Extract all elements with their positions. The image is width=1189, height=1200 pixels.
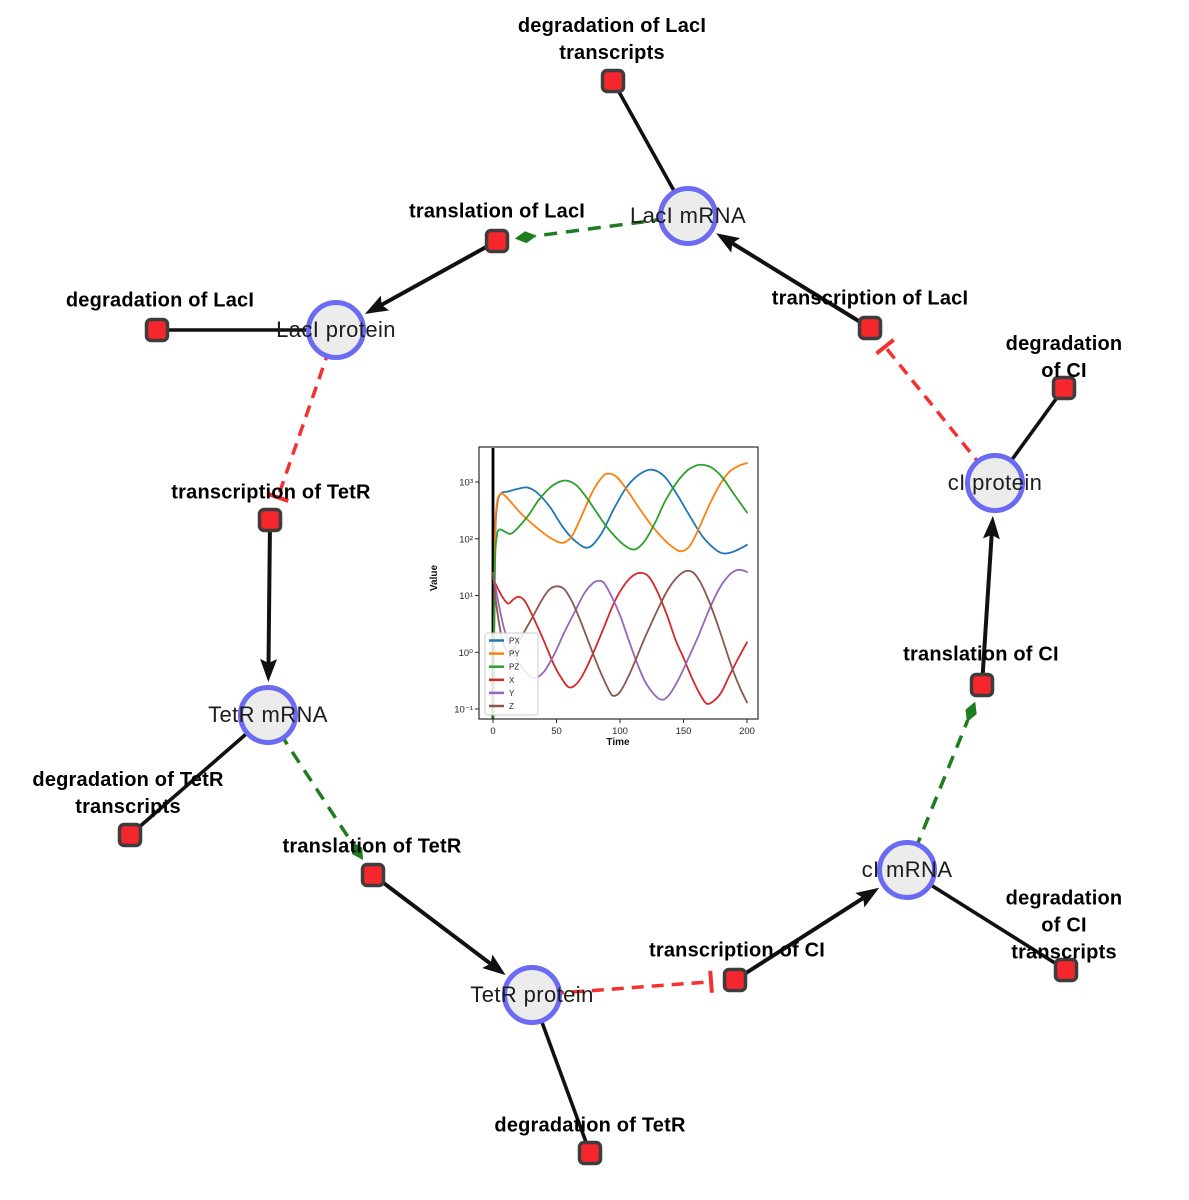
x-tick-label: 0 [490, 726, 495, 737]
x-axis-label: Time [606, 737, 630, 748]
chart-series-x [492, 571, 748, 705]
y-tick-label: 10⁻¹ [454, 705, 473, 716]
reaction-node-deg-tetr [577, 1140, 603, 1166]
y-axis-label: Value [429, 565, 440, 592]
reaction-node-deg-laci [144, 317, 170, 343]
species-node-ci-mrna [877, 840, 937, 900]
species-node-laci-protein [306, 300, 366, 360]
edge-arrow-transcription-laci-laci-mrna [731, 241, 872, 330]
legend-label-z: Z [509, 702, 514, 711]
x-tick-label: 50 [551, 726, 562, 737]
legend-label-y: Y [509, 689, 515, 698]
edge-inhibition-ci-protein-transcription-laci-tbar [875, 338, 895, 356]
edge-arrow-transcription-tetr-tetr-mrna-arrowhead [260, 658, 278, 683]
chart-background [422, 423, 774, 766]
reaction-node-transcription-tetr [257, 507, 283, 533]
chart-axes-box [478, 446, 759, 720]
edge-arrow-translation-laci-laci-protein-arrowhead [364, 295, 390, 315]
reaction-node-deg-ci-transcripts [1053, 957, 1079, 983]
species-node-laci-mrna [658, 186, 718, 246]
inset-chart: 0 50 100 150 20010⁻¹10⁰10¹10²10³TimeValuePXP… [422, 423, 774, 766]
edge-inhibition-laci-protein-transcription-tetr-tbar [266, 491, 289, 503]
reaction-node-deg-ci [1051, 375, 1077, 401]
nodes-layer [117, 68, 1079, 1166]
reaction-node-translation-tetr [360, 862, 386, 888]
y-tick-label: 10⁰ [459, 648, 474, 659]
edge-arrow-translation-ci-ci-protein-arrowhead [982, 515, 1000, 540]
y-tick-label: 10³ [459, 478, 473, 489]
edge-modifier-tetr-mrna-translation-tetr-arrowhead [351, 841, 364, 860]
legend-label-x: X [509, 676, 515, 685]
edge-inhibition-tetr-protein-transcription-ci-tbar [708, 970, 714, 993]
edge-arrow-translation-ci-ci-protein [980, 534, 994, 686]
legend-label-py: PY [509, 650, 520, 659]
reaction-node-translation-ci [969, 672, 995, 698]
species-node-tetr-mrna [238, 685, 298, 745]
legend-label-px: PX [509, 637, 520, 646]
reaction-node-transcription-laci [857, 315, 883, 341]
x-tick-label: 100 [612, 726, 628, 737]
edge-arrow-translation-laci-laci-protein [380, 239, 498, 307]
species-node-ci-protein [965, 453, 1025, 513]
edge-arrow-translation-tetr-tetr-protein-arrowhead [482, 954, 506, 976]
edge-modifier-ci-mrna-translation-ci-arrowhead [965, 701, 977, 723]
reaction-node-transcription-ci [722, 967, 748, 993]
edge-arrow-transcription-ci-ci-mrna-arrowhead [855, 887, 880, 908]
reaction-node-translation-laci [484, 228, 510, 254]
edge-arrow-transcription-ci-ci-mrna [733, 896, 865, 982]
edge-arrow-transcription-laci-laci-mrna-arrowhead [716, 233, 741, 253]
y-tick-label: 10¹ [459, 591, 473, 602]
chart-series-py [492, 462, 748, 719]
edge-line-tetr-mrna-deg-tetr-transcripts [128, 713, 270, 837]
x-tick-label: 200 [739, 726, 755, 737]
x-tick-label: 150 [676, 726, 692, 737]
reaction-node-deg-laci-transcripts [600, 68, 626, 94]
reaction-node-deg-tetr-transcripts [117, 822, 143, 848]
chart-legend: PX PY PZ XYZ [484, 632, 539, 716]
chart-series-z [492, 569, 748, 704]
chart-series-pz [492, 463, 748, 719]
edge-arrow-translation-tetr-tetr-protein [371, 873, 492, 966]
chart-series-px [492, 468, 748, 719]
legend-label-pz: PZ [509, 663, 519, 672]
edge-line-ci-mrna-deg-ci-transcripts [906, 868, 1067, 972]
edge-modifier-laci-mrna-translation-laci-arrowhead [514, 231, 537, 244]
y-tick-label: 10² [459, 534, 473, 545]
edge-arrow-transcription-tetr-tetr-mrna [266, 519, 272, 664]
species-node-tetr-protein [502, 965, 562, 1025]
